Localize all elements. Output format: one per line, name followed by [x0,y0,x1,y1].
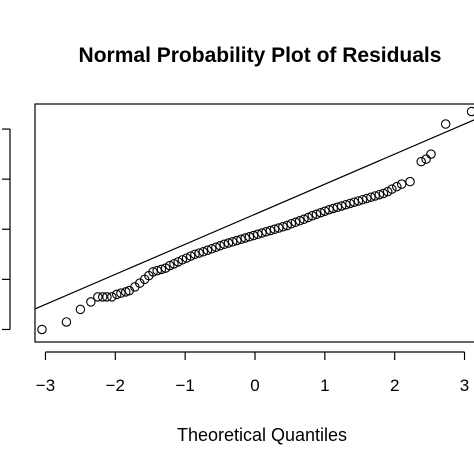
data-point [328,203,338,214]
data-point [361,193,372,204]
data-point [370,191,380,201]
data-point [236,234,246,245]
data-point [240,233,250,243]
data-point [341,199,351,210]
data-point [116,288,126,298]
data-point [315,207,326,218]
x-tick-label: −1 [175,376,194,395]
data-point [177,255,188,265]
data-point [366,192,376,202]
data-point [392,181,402,192]
data-point [156,264,167,275]
data-point [97,292,108,302]
data-point [86,297,96,307]
data-point [374,189,385,200]
data-point [303,212,313,223]
data-point [332,202,343,212]
data-point [248,230,259,241]
data-point [194,248,204,258]
data-point [416,156,426,167]
data-point [387,184,397,194]
data-point [211,242,221,253]
data-point [102,292,112,302]
x-axis-label: Theoretical Quantiles [177,425,347,445]
data-point [307,210,318,221]
x-tick-label: −2 [106,376,125,395]
data-point [345,198,355,209]
data-point [426,149,436,159]
data-point [202,245,213,256]
data-point [152,265,162,276]
data-point [185,251,196,261]
data-point [93,292,103,302]
data-point [282,220,292,231]
data-point [215,241,225,251]
data-point [269,224,280,235]
data-point [165,260,175,271]
data-point [421,154,431,164]
data-point [273,223,284,233]
data-point [466,106,474,117]
data-point [257,228,267,238]
data-point [311,209,322,219]
data-point [75,304,86,315]
data-point [37,324,47,335]
data-point [440,119,451,129]
chart-title: Normal Probability Plot of Residuals [79,44,442,67]
data-point [107,292,117,302]
data-point [244,232,255,242]
x-tick-label: 3 [460,376,469,395]
data-point [290,217,301,227]
data-point [253,229,263,240]
data-point [265,225,276,236]
x-tick-label: −3 [36,376,55,395]
data-point [320,206,330,216]
data-point [336,201,347,211]
data-point [232,235,242,246]
data-point [206,244,217,254]
data-point [396,179,407,189]
data-point [299,214,309,224]
data-point [357,194,368,205]
data-point [349,197,359,207]
data-point [378,188,389,199]
plot-frame [34,103,474,343]
data-point [294,215,305,226]
data-point [223,238,234,248]
x-tick-label: 2 [390,376,399,395]
data-point [261,227,271,237]
data-point [190,249,200,260]
data-point [148,267,158,277]
data-point [286,219,297,229]
data-point [61,317,72,327]
data-point [324,204,334,215]
data-point [198,247,209,257]
reference-line [34,119,474,310]
data-point [278,222,288,232]
data-point [219,239,230,250]
data-point [405,176,415,187]
data-point [353,196,364,206]
data-point [227,237,238,247]
data-point [111,289,122,300]
x-tick-label: 1 [320,376,329,395]
x-tick-label: 0 [250,376,259,395]
